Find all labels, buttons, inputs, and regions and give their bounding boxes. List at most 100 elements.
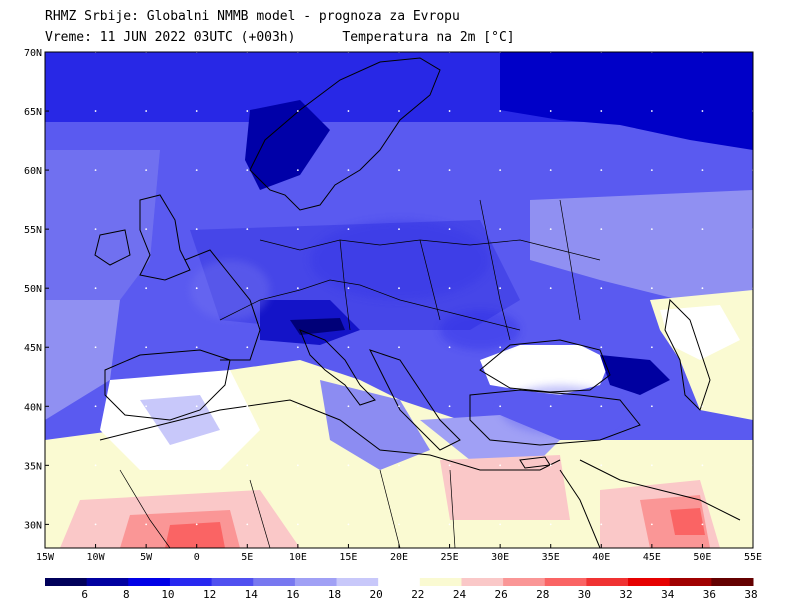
grid-dot (195, 464, 198, 467)
lat-label: 45N (24, 343, 42, 354)
lat-label: 60N (24, 166, 42, 177)
grid-dot (448, 346, 451, 349)
lat-label: 65N (24, 107, 42, 118)
lon-label: 50E (693, 552, 711, 563)
colorbar-label: 38 (744, 588, 757, 600)
colorbar-label: 20 (370, 588, 383, 600)
lat-label: 55N (24, 225, 42, 236)
grid-dot (701, 287, 704, 290)
colorbar-label: 14 (245, 588, 259, 600)
grid-dot (347, 287, 350, 290)
grid-dot (246, 464, 249, 467)
grid-dot (296, 110, 299, 112)
grid-dot (600, 228, 603, 231)
colorbar-label: 32 (619, 588, 632, 600)
grid-dot (448, 464, 451, 467)
colorbar-label: 24 (453, 588, 467, 600)
grid-dot (195, 523, 198, 526)
grid-dot (195, 169, 198, 171)
grid-dot (600, 287, 603, 290)
grid-dot (701, 228, 704, 231)
grid-dot (650, 110, 653, 112)
grid-dot (448, 523, 451, 526)
colorbar-segment (586, 578, 629, 586)
grid-dot (296, 464, 299, 467)
grid-dot (398, 287, 400, 290)
grid-dot (650, 228, 653, 231)
grid-dot (94, 346, 97, 349)
colorbar-segment (419, 578, 462, 586)
grid-dot (94, 169, 97, 171)
lon-label: 30E (491, 552, 509, 563)
colorbar-label: 6 (81, 588, 88, 600)
colorbar-segment (503, 578, 546, 586)
colorbar-label: 18 (328, 588, 341, 600)
grid-dot (347, 523, 350, 526)
colorbar-segment (211, 578, 254, 586)
colorbar-label: 16 (286, 588, 299, 600)
grid-dot (195, 110, 198, 112)
colorbar-segment (128, 578, 171, 586)
lon-label: 5W (140, 552, 153, 563)
grid-dot (448, 228, 451, 231)
grid-dot (195, 228, 198, 231)
grid-dot (701, 110, 704, 112)
grid-dot (499, 228, 502, 231)
grid-dot (448, 405, 451, 408)
grid-dot (296, 287, 299, 290)
grid-dot (246, 110, 249, 112)
grid-dot (145, 228, 148, 231)
lon-label: 5E (241, 552, 253, 563)
grid-dot (701, 169, 704, 171)
grid-dot (195, 346, 198, 349)
grid-dot (398, 346, 400, 349)
grid-dot (296, 169, 299, 171)
temperature-field (45, 52, 753, 548)
grid-dot (549, 464, 552, 467)
grid-dot (94, 110, 97, 112)
grid-dot (549, 110, 552, 112)
lon-label: 55E (744, 552, 762, 563)
grid-dot (398, 464, 400, 467)
grid-dot (145, 464, 148, 467)
grid-dot (499, 464, 502, 467)
lat-label: 70N (24, 48, 42, 59)
grid-dot (347, 110, 350, 112)
lon-label: 35E (542, 552, 560, 563)
colorbar-segment (544, 578, 587, 586)
colorbar: 6 8 10 12 14 16 18 20 22 24 26 28 30 32 34 36 38 (45, 578, 758, 600)
grid-dot (650, 287, 653, 290)
grid-dot (650, 346, 653, 349)
colorbar-label: 10 (161, 588, 174, 600)
lon-label: 15W (36, 552, 55, 563)
colorbar-segment (45, 578, 88, 586)
colorbar-segment (169, 578, 213, 586)
grid-dot (600, 110, 603, 112)
grid-dot (600, 405, 603, 408)
grid-dot (650, 405, 653, 408)
grid-dot (246, 405, 249, 408)
lat-label: 30N (24, 520, 42, 531)
grid-dot (195, 287, 198, 290)
lat-label: 40N (24, 402, 42, 413)
colorbar-label: 34 (661, 588, 675, 600)
grid-dot (94, 287, 97, 290)
grid-dot (398, 169, 400, 171)
colorbar-segment (669, 578, 712, 586)
colorbar-segment (336, 578, 379, 586)
grid-dot (549, 523, 552, 526)
lon-label: 25E (441, 552, 459, 563)
grid-dot (549, 405, 552, 408)
grid-dot (94, 228, 97, 231)
grid-dot (398, 523, 400, 526)
grid-dot (145, 405, 148, 408)
lon-label: 15E (339, 552, 357, 563)
grid-dot (499, 346, 502, 349)
lon-label: 40E (592, 552, 610, 563)
colorbar-segment (628, 578, 671, 586)
grid-dot (549, 169, 552, 171)
grid-dot (701, 405, 704, 408)
grid-dot (296, 405, 299, 408)
grid-dot (94, 464, 97, 467)
grid-dot (94, 523, 97, 526)
